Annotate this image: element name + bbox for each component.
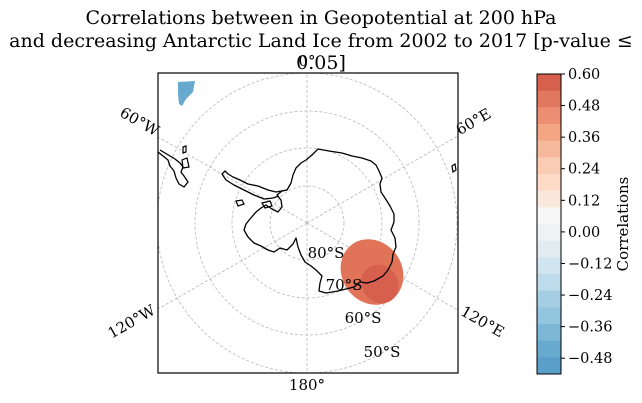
island — [181, 157, 190, 169]
colorbar-label: Correlations — [614, 177, 632, 272]
colorbar-tick-label: 0.60 — [568, 67, 600, 83]
colorbar-tick-label: 0.24 — [568, 162, 600, 178]
colorbar-tick-label: −0.12 — [568, 256, 612, 272]
negative-correlation-region — [178, 81, 195, 106]
lon-label-0: 0° — [298, 52, 315, 70]
colorbar-tick-label: 0.36 — [568, 130, 600, 146]
colorbar-tick-label: 0.00 — [568, 225, 600, 241]
colorbar-swatch — [537, 274, 561, 292]
lon-label-60e: 60°E — [453, 104, 495, 138]
colorbar-swatch — [537, 357, 561, 375]
lon-label-120e: 120°E — [458, 302, 508, 341]
colorbar-swatch — [537, 340, 561, 358]
colorbar-swatch — [537, 224, 561, 242]
colorbar-swatch — [537, 140, 561, 158]
lon-label-120w: 120°W — [105, 301, 159, 343]
lat-label-50s: 50°S — [364, 343, 401, 361]
colorbar-tick-label: 0.12 — [568, 193, 600, 209]
colorbar-tick-label: −0.36 — [568, 320, 612, 336]
colorbar-swatch — [537, 257, 561, 275]
antarctica-coastline — [243, 148, 397, 294]
colorbar-swatch — [537, 240, 561, 258]
colorbar-swatch — [537, 324, 561, 342]
colorbar: 0.60 0.48 0.36 0.24 0.12 0.00 −0.12 −0.24 −0.36 −… — [536, 67, 612, 375]
chart-title-line-1: Correlations between in Geopotential at … — [85, 7, 557, 29]
lon-label-60w: 60°W — [117, 103, 163, 140]
lon-label-180: 180° — [289, 376, 325, 394]
colorbar-swatch — [537, 74, 561, 92]
colorbar-swatch — [537, 107, 561, 125]
colorbar-tick-label: −0.24 — [568, 288, 612, 304]
south-america-coastline — [158, 149, 189, 188]
colorbar-swatch — [537, 207, 561, 225]
lat-label-60s: 60°S — [345, 309, 382, 327]
colorbar-frame — [536, 73, 562, 375]
colorbar-swatch — [537, 174, 561, 192]
antarctic-peninsula — [221, 170, 288, 200]
island — [451, 162, 457, 174]
lat-label-70s: 70°S — [326, 276, 363, 294]
chart-title-line-2: and decreasing Antarctic Land Ice from 2… — [9, 30, 633, 74]
colorbar-swatch — [537, 90, 561, 108]
colorbar-swatch — [537, 124, 561, 142]
colorbar-tick-label: −0.48 — [568, 351, 612, 367]
map-frame — [157, 72, 459, 374]
island — [261, 200, 273, 209]
colorbar-swatch — [537, 157, 561, 175]
colorbar-swatch — [537, 190, 561, 208]
lat-label-80s: 80°S — [308, 244, 345, 262]
positive-correlation-region — [340, 239, 404, 305]
colorbar-tick-label: 0.48 — [568, 99, 600, 115]
map-area — [158, 73, 458, 373]
colorbar-swatch — [537, 290, 561, 308]
colorbar-swatch — [537, 307, 561, 325]
island — [182, 145, 187, 154]
island — [235, 199, 245, 207]
